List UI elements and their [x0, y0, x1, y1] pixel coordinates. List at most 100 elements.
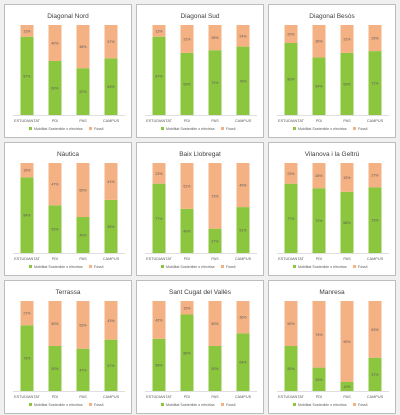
- data-label-fossil: 48%: [79, 45, 87, 49]
- bar-sustainable: [284, 43, 298, 115]
- bar-sustainable: [104, 339, 118, 391]
- legend-swatch-sustainable: [161, 403, 164, 406]
- data-label-sustainable: 50%: [211, 367, 219, 371]
- data-label-sustainable: 73%: [23, 357, 31, 361]
- x-tick-label: PDI: [52, 119, 58, 123]
- legend-swatch-fossil: [89, 403, 92, 406]
- data-label-sustainable: 69%: [183, 82, 191, 86]
- bar-sustainable: [208, 50, 222, 116]
- legend-swatch-sustainable: [161, 265, 164, 268]
- data-label-fossil: 50%: [51, 322, 59, 326]
- data-label-fossil: 13%: [23, 29, 31, 33]
- data-label-fossil: 23%: [155, 172, 163, 176]
- bar-fossil: [236, 25, 250, 47]
- bar-fossil: [236, 301, 250, 334]
- data-label-sustainable: 37%: [371, 373, 379, 377]
- data-label-sustainable: 50%: [287, 367, 295, 371]
- x-tick-label: PDI: [316, 395, 322, 399]
- data-label-sustainable: 58%: [155, 363, 163, 367]
- bar-fossil: [48, 163, 62, 206]
- x-tick-label: CAMPUS: [103, 257, 120, 261]
- legend-swatch-sustainable: [161, 127, 164, 130]
- legend-label-fossil: Fòssil: [358, 403, 368, 407]
- legend-label-fossil: Fòssil: [358, 265, 368, 269]
- legend-label-sustainable: Mobilitat Sostenible o elèctrica: [34, 127, 83, 131]
- chart-title: Vilanova i la Geltrú: [305, 151, 360, 158]
- legend-label-sustainable: Mobilitat Sostenible o elèctrica: [166, 265, 215, 269]
- data-label-fossil: 50%: [211, 322, 219, 326]
- x-tick-label: CAMPUS: [235, 395, 252, 399]
- bar-sustainable: [76, 68, 90, 115]
- x-tick-label: CAMPUS: [235, 119, 252, 123]
- data-label-sustainable: 80%: [287, 78, 295, 82]
- bar-sustainable: [312, 57, 326, 115]
- data-label-sustainable: 77%: [155, 217, 163, 221]
- bar-sustainable: [236, 207, 250, 253]
- bar-fossil: [284, 163, 298, 184]
- bar-fossil: [312, 25, 326, 58]
- x-tick-label: CAMPUS: [103, 395, 120, 399]
- legend-swatch-fossil: [221, 403, 224, 406]
- legend-swatch-sustainable: [293, 403, 296, 406]
- bar-sustainable: [180, 314, 194, 391]
- bar-fossil: [208, 25, 222, 51]
- bar-fossil: [152, 163, 166, 184]
- x-tick-label: CAMPUS: [367, 395, 384, 399]
- data-label-fossil: 63%: [371, 328, 379, 332]
- data-label-sustainable: 68%: [343, 221, 351, 225]
- bar-sustainable: [48, 346, 62, 391]
- chart-panel-diagonal-besos: Diagonal Besòs 80% 20% ESTUDIANTAT 64% 36% PDI…: [268, 4, 396, 138]
- bar-sustainable: [180, 208, 194, 253]
- data-label-fossil: 36%: [239, 316, 247, 320]
- x-tick-label: CAMPUS: [235, 257, 252, 261]
- data-label-sustainable: 87%: [23, 74, 31, 78]
- bar-sustainable: [340, 52, 354, 115]
- bar-sustainable: [76, 217, 90, 253]
- data-label-fossil: 90%: [343, 340, 351, 344]
- data-label-fossil: 28%: [315, 174, 323, 178]
- data-label-sustainable: 27%: [211, 239, 219, 243]
- x-tick-label: PDI: [184, 395, 190, 399]
- bar-sustainable: [20, 177, 34, 253]
- bar-fossil: [368, 301, 382, 358]
- bar-fossil: [76, 25, 90, 69]
- data-label-fossil: 24%: [239, 34, 247, 38]
- data-label-sustainable: 53%: [51, 228, 59, 232]
- data-label-fossil: 42%: [155, 318, 163, 322]
- data-label-fossil: 31%: [343, 37, 351, 41]
- data-label-fossil: 32%: [343, 176, 351, 180]
- bar-sustainable: [340, 191, 354, 253]
- legend-label-fossil: Fòssil: [226, 127, 236, 131]
- legend-label-sustainable: Mobilitat Sostenible o elèctrica: [34, 403, 83, 407]
- data-label-sustainable: 73%: [371, 219, 379, 223]
- x-tick-label: CAMPUS: [367, 119, 384, 123]
- x-tick-label: PAS: [343, 395, 351, 399]
- data-label-sustainable: 60%: [51, 87, 59, 91]
- chart-panel-diagonal-nord: Diagonal Nord 87% 13% ESTUDIANTAT 60% 40% PDI 5…: [4, 4, 132, 138]
- chart-title: Terrassa: [56, 289, 81, 296]
- bar-sustainable: [284, 183, 298, 253]
- data-label-sustainable: 64%: [239, 361, 247, 365]
- data-label-fossil: 47%: [51, 183, 59, 187]
- chart-panel-baix-llobregat: Baix Llobregat 77% 23% ESTUDIANTAT 49% 51% PDI…: [136, 142, 264, 276]
- chart-title: Sant Cugat del Vallès: [169, 289, 232, 296]
- bar-fossil: [152, 301, 166, 339]
- chart-baix-llobregat: Baix Llobregat 77% 23% ESTUDIANTAT 49% 51% PDI…: [145, 151, 257, 269]
- data-label-sustainable: 40%: [79, 234, 87, 238]
- legend-label-fossil: Fòssil: [94, 403, 104, 407]
- data-label-fossil: 73%: [211, 194, 219, 198]
- data-label-fossil: 13%: [155, 29, 163, 33]
- data-label-fossil: 15%: [183, 306, 191, 310]
- bar-sustainable: [152, 36, 166, 116]
- chart-diagonal-besos: Diagonal Besòs 80% 20% ESTUDIANTAT 64% 36% PDI…: [277, 13, 389, 131]
- legend-label-fossil: Fòssil: [94, 127, 104, 131]
- bar-sustainable: [236, 333, 250, 391]
- chart-manresa: Manresa 50% 50% ESTUDIANTAT 26% 74% PDI 10% 90% P…: [277, 289, 389, 407]
- x-tick-label: PDI: [184, 119, 190, 123]
- chart-panel-terrassa: Terrassa 73% 27% ESTUDIANTAT 50% 50% PDI 47% 53%…: [4, 280, 132, 414]
- bar-sustainable: [312, 367, 326, 391]
- bar-sustainable: [48, 61, 62, 115]
- bar-fossil: [20, 163, 34, 178]
- bar-sustainable: [208, 346, 222, 391]
- data-label-fossil: 27%: [371, 174, 379, 178]
